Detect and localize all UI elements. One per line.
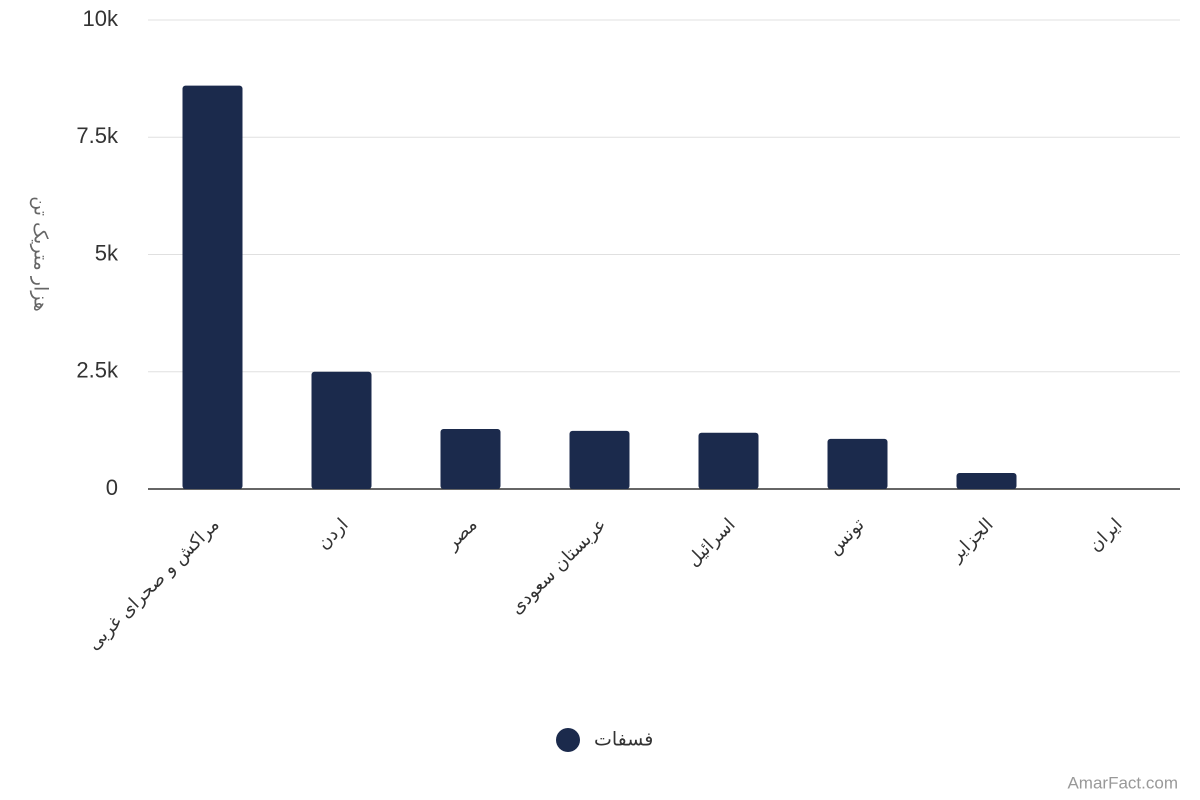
legend-marker bbox=[556, 728, 580, 752]
y-tick-label: 5k bbox=[95, 240, 119, 265]
bar bbox=[956, 473, 1017, 489]
y-tick-label: 7.5k bbox=[76, 123, 119, 148]
x-tick-label: الجزایر bbox=[945, 514, 997, 566]
legend-label: فسفات bbox=[594, 729, 653, 751]
bar bbox=[698, 432, 759, 489]
x-tick-label: اسرائیل bbox=[683, 514, 740, 571]
bar bbox=[569, 430, 630, 489]
bar bbox=[311, 371, 372, 489]
x-tick-label: مراکش و صحرای غربی bbox=[83, 514, 223, 654]
x-tick-label: مصر bbox=[441, 514, 481, 554]
y-tick-label: 0 bbox=[106, 475, 118, 500]
x-tick-label: تونس bbox=[824, 514, 869, 559]
bar bbox=[182, 85, 243, 489]
y-axis-label: هزار متریک تن bbox=[30, 196, 52, 311]
bar bbox=[440, 428, 501, 489]
y-tick-label: 2.5k bbox=[76, 358, 119, 383]
x-tick-label: ایران bbox=[1085, 514, 1127, 556]
bar bbox=[827, 438, 888, 489]
x-tick-label: اردن bbox=[313, 514, 353, 554]
y-tick-label: 10k bbox=[83, 6, 119, 31]
credit: AmarFact.com bbox=[1067, 773, 1178, 792]
x-tick-label: عربستان سعودی bbox=[506, 514, 610, 618]
